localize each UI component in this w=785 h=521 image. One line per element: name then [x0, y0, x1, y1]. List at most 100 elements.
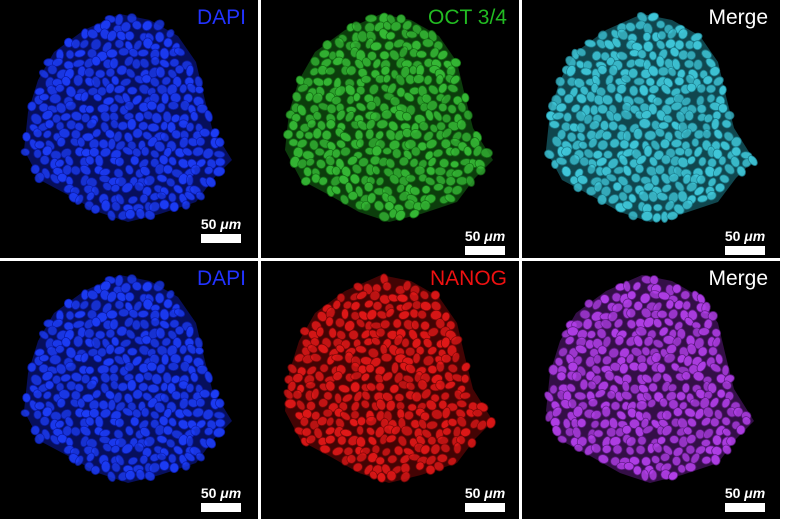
channel-label: NANOG — [429, 267, 507, 290]
nuclei-group — [544, 11, 758, 223]
cell-nucleus — [355, 436, 366, 448]
cell-nucleus — [438, 399, 448, 410]
cell-nucleus — [544, 149, 555, 160]
cell-nucleus — [592, 299, 603, 310]
cell-nucleus — [125, 469, 136, 481]
cell-nucleus — [118, 47, 130, 57]
cell-nucleus — [586, 330, 597, 339]
cell-nucleus — [465, 408, 476, 418]
cell-nucleus — [674, 39, 685, 50]
cell-nucleus — [132, 408, 142, 419]
cell-nucleus — [170, 113, 181, 123]
cell-nucleus — [86, 118, 98, 129]
cell-nucleus — [573, 182, 583, 193]
cell-nucleus — [138, 158, 149, 169]
cell-nucleus — [111, 336, 120, 347]
cell-nucleus — [633, 300, 643, 311]
cell-nucleus — [709, 397, 720, 408]
cell-nucleus — [22, 131, 31, 142]
cell-nucleus — [638, 190, 650, 202]
scale-bar-label: 50 μm — [200, 485, 242, 501]
cell-nucleus — [93, 93, 103, 102]
cell-nucleus — [34, 401, 45, 411]
cell-nucleus — [85, 155, 95, 166]
cell-nucleus — [637, 49, 647, 59]
cell-nucleus — [447, 363, 459, 374]
nuclei-group — [544, 275, 754, 483]
cell-nucleus — [339, 132, 352, 142]
cell-nucleus — [713, 76, 724, 87]
cell-nucleus — [127, 347, 138, 356]
cell-nucleus — [435, 379, 446, 391]
cell-nucleus — [640, 417, 650, 429]
cell-nucleus — [346, 454, 357, 464]
cell-nucleus — [710, 454, 721, 466]
cell-nucleus — [310, 388, 320, 400]
cell-nucleus — [360, 201, 371, 212]
cell-nucleus — [703, 428, 714, 439]
cell-nucleus — [671, 58, 681, 71]
cell-nucleus — [348, 329, 359, 341]
cell-nucleus — [140, 407, 150, 418]
cell-nucleus — [303, 166, 312, 177]
cell-nucleus — [666, 211, 679, 221]
cell-nucleus — [712, 434, 722, 446]
cell-nucleus — [747, 155, 758, 166]
cell-nucleus — [113, 168, 124, 179]
cell-nucleus — [594, 389, 606, 399]
cell-nucleus — [370, 41, 382, 51]
cell-nucleus — [420, 444, 431, 455]
cell-nucleus — [369, 470, 378, 480]
cell-nucleus — [92, 128, 102, 138]
cell-nucleus — [441, 127, 453, 139]
cell-nucleus — [415, 346, 425, 356]
cell-nucleus — [102, 96, 115, 106]
cell-nucleus — [637, 361, 648, 373]
cell-nucleus — [579, 309, 591, 320]
cell-nucleus — [138, 121, 149, 131]
cell-nucleus — [426, 166, 436, 176]
cell-nucleus — [447, 418, 458, 427]
cell-nucleus — [339, 411, 351, 421]
cell-nucleus — [95, 330, 106, 340]
cell-nucleus — [436, 453, 448, 463]
cell-nucleus — [597, 194, 608, 205]
cell-nucleus — [202, 147, 214, 160]
cell-nucleus — [633, 335, 644, 347]
cell-nucleus — [378, 157, 389, 167]
cell-nucleus — [440, 443, 451, 453]
cell-nucleus — [650, 140, 661, 151]
cell-nucleus — [131, 58, 141, 70]
cell-nucleus — [325, 119, 336, 130]
cell-nucleus — [419, 301, 432, 312]
cell-nucleus — [114, 418, 125, 428]
cell-nucleus — [169, 58, 180, 68]
cell-nucleus — [158, 154, 169, 165]
cell-nucleus — [337, 435, 347, 446]
cell-nucleus — [667, 28, 677, 40]
cell-nucleus — [435, 175, 446, 185]
cell-nucleus — [120, 78, 132, 87]
cell-nucleus — [606, 83, 617, 94]
cell-nucleus — [192, 146, 204, 157]
cell-nucleus — [626, 319, 637, 330]
cell-nucleus — [138, 419, 149, 430]
cell-nucleus — [652, 212, 662, 223]
cell-nucleus — [561, 146, 572, 157]
cell-nucleus — [154, 401, 166, 414]
cell-nucleus — [586, 91, 596, 103]
cell-nucleus — [661, 425, 673, 437]
cell-nucleus — [126, 118, 137, 131]
cell-nucleus — [74, 310, 86, 319]
channel-label: Merge — [708, 6, 768, 29]
cell-nucleus — [41, 370, 54, 382]
cell-nucleus — [121, 443, 134, 454]
cell-nucleus — [590, 410, 602, 420]
cell-nucleus — [283, 389, 294, 400]
cell-nucleus — [412, 352, 421, 364]
cell-nucleus — [30, 425, 41, 436]
cell-nucleus — [109, 364, 119, 375]
cell-nucleus — [338, 384, 351, 394]
cell-nucleus — [131, 319, 141, 331]
cell-nucleus — [38, 69, 49, 79]
